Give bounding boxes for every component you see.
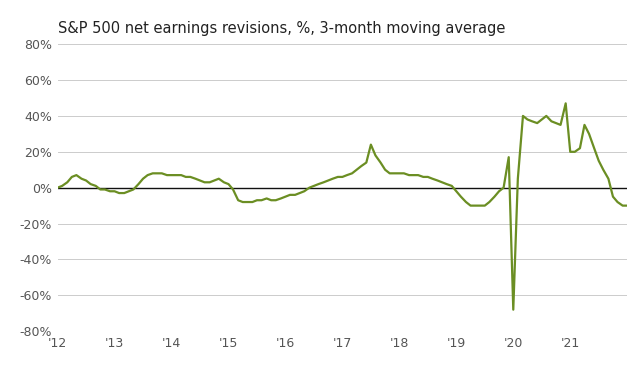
- Text: S&P 500 net earnings revisions, %, 3-month moving average: S&P 500 net earnings revisions, %, 3-mon…: [58, 21, 505, 36]
